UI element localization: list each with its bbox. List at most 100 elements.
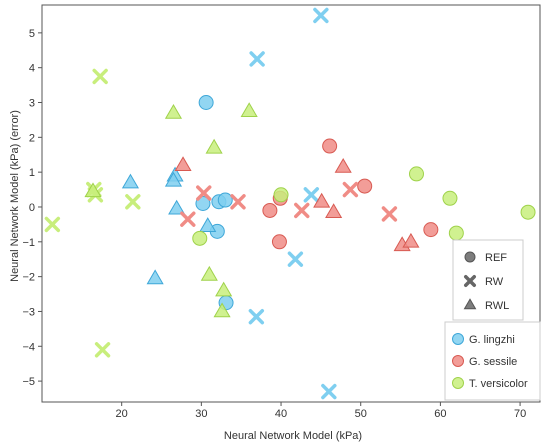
data-point-triangle bbox=[240, 102, 258, 118]
data-point-circle bbox=[195, 196, 211, 211]
data-point-circle bbox=[408, 166, 424, 182]
x-tick-label: 70 bbox=[514, 408, 526, 420]
legend-marker-triangle bbox=[463, 298, 477, 310]
data-point-x-stroke-b bbox=[342, 181, 359, 198]
data-point-x-stroke-b bbox=[303, 187, 320, 203]
data-point-circle bbox=[262, 202, 278, 218]
y-tick-label: 2 bbox=[29, 132, 35, 144]
data-point-x-stroke-b bbox=[125, 194, 141, 210]
data-point-x bbox=[303, 187, 320, 203]
data-point-triangle bbox=[146, 269, 164, 285]
data-point-x bbox=[180, 211, 196, 227]
data-point-x bbox=[342, 181, 359, 198]
data-point-triangle bbox=[199, 217, 217, 232]
data-point-x-stroke-b bbox=[180, 211, 196, 227]
x-tick-label: 50 bbox=[355, 408, 367, 420]
data-point-circle bbox=[217, 192, 233, 208]
data-point-x-stroke-b bbox=[196, 185, 212, 201]
data-point-x bbox=[92, 68, 108, 85]
legend-label: RWL bbox=[485, 300, 509, 312]
data-point-x bbox=[125, 194, 141, 210]
y-tick-label: 1 bbox=[29, 167, 35, 179]
legend-markers: REF RW RWL bbox=[452, 239, 524, 321]
data-point-x-stroke-b bbox=[313, 7, 329, 24]
data-point-triangle bbox=[313, 192, 331, 208]
data-point-x-stroke-b bbox=[294, 202, 310, 219]
data-point-triangle bbox=[164, 171, 183, 187]
data-point-x-stroke-b bbox=[44, 216, 61, 233]
legend-marker-circle bbox=[464, 251, 476, 263]
data-point-x bbox=[321, 383, 337, 400]
y-tick-label: −3 bbox=[22, 306, 35, 318]
data-point-x bbox=[381, 206, 398, 222]
data-point-x-stroke-b bbox=[287, 251, 304, 267]
y-tick-label: −1 bbox=[22, 237, 35, 249]
data-point-triangle bbox=[200, 265, 218, 281]
legend-label: RW bbox=[485, 276, 504, 288]
y-tick-label: 3 bbox=[29, 98, 35, 110]
data-point-x bbox=[196, 185, 212, 201]
data-point-circle bbox=[448, 225, 464, 241]
data-point-circle bbox=[198, 95, 214, 111]
y-tick-label: 5 bbox=[29, 28, 35, 40]
x-tick-label: 20 bbox=[116, 408, 128, 420]
data-point-x-stroke-b bbox=[92, 68, 108, 85]
legend-color-marker bbox=[452, 333, 464, 345]
legend-marker-x-stroke-b bbox=[464, 275, 476, 287]
legend-label: G. sessile bbox=[469, 356, 517, 368]
y-tick-label: −2 bbox=[22, 272, 35, 284]
data-point-circle bbox=[423, 222, 439, 238]
y-tick-label: −4 bbox=[22, 341, 35, 353]
data-point-circle bbox=[271, 234, 287, 250]
legend-color-marker bbox=[452, 355, 464, 367]
legend-label: G. lingzhi bbox=[469, 334, 515, 346]
data-point-triangle bbox=[334, 157, 352, 173]
y-tick-label: −5 bbox=[22, 376, 35, 388]
data-points bbox=[44, 7, 536, 400]
data-point-x bbox=[287, 251, 304, 267]
data-point-x bbox=[230, 194, 246, 210]
data-point-x bbox=[313, 7, 329, 24]
data-point-triangle bbox=[325, 203, 343, 219]
legend-box bbox=[452, 239, 524, 321]
legend-species: G. lingzhi G. sessile T. versicolor bbox=[444, 321, 541, 401]
x-axis-label: Neural Network Model (kPa) bbox=[224, 430, 362, 442]
data-point-circle bbox=[442, 190, 458, 206]
data-point-x-stroke-b bbox=[249, 51, 265, 67]
data-point-x-stroke-b bbox=[381, 206, 398, 222]
plot-frame bbox=[41, 4, 541, 403]
data-point-x bbox=[248, 308, 265, 325]
data-point-x-stroke-b bbox=[248, 308, 265, 325]
data-point-triangle bbox=[402, 232, 420, 248]
data-point-triangle bbox=[213, 302, 231, 318]
y-axis-label: Neural Network Model (kPa) (error) bbox=[9, 110, 21, 282]
data-point-circle bbox=[322, 138, 338, 154]
data-point-triangle bbox=[205, 138, 223, 154]
x-tick-label: 40 bbox=[275, 408, 287, 420]
data-point-circle bbox=[520, 204, 536, 220]
data-point-x-stroke-b bbox=[94, 342, 111, 358]
x-tick-label: 60 bbox=[434, 408, 446, 420]
data-point-circle bbox=[273, 187, 289, 203]
data-point-x-stroke-b bbox=[230, 194, 246, 210]
y-tick-label: 4 bbox=[29, 63, 35, 75]
data-point-triangle bbox=[215, 281, 233, 297]
legend-label: REF bbox=[485, 252, 507, 264]
axis-ticks: 20 30 40 50 60 70 −5 −4 −3 −2 −1 0 1 2 3 4 5 bbox=[22, 28, 526, 420]
x-tick-label: 30 bbox=[195, 408, 207, 420]
data-point-triangle bbox=[121, 173, 140, 189]
y-tick-label: 0 bbox=[29, 202, 35, 214]
data-point-x bbox=[294, 202, 310, 219]
data-point-x bbox=[249, 51, 265, 67]
data-point-triangle bbox=[168, 199, 186, 215]
data-point-circle bbox=[192, 230, 208, 246]
data-point-triangle bbox=[174, 156, 192, 172]
legend-label: T. versicolor bbox=[469, 378, 528, 390]
data-point-x bbox=[44, 216, 61, 233]
data-point-circle bbox=[357, 178, 373, 194]
legend-marker-x bbox=[464, 275, 476, 287]
plot-area bbox=[41, 4, 541, 403]
data-point-triangle bbox=[164, 103, 183, 119]
data-point-x bbox=[94, 342, 111, 358]
